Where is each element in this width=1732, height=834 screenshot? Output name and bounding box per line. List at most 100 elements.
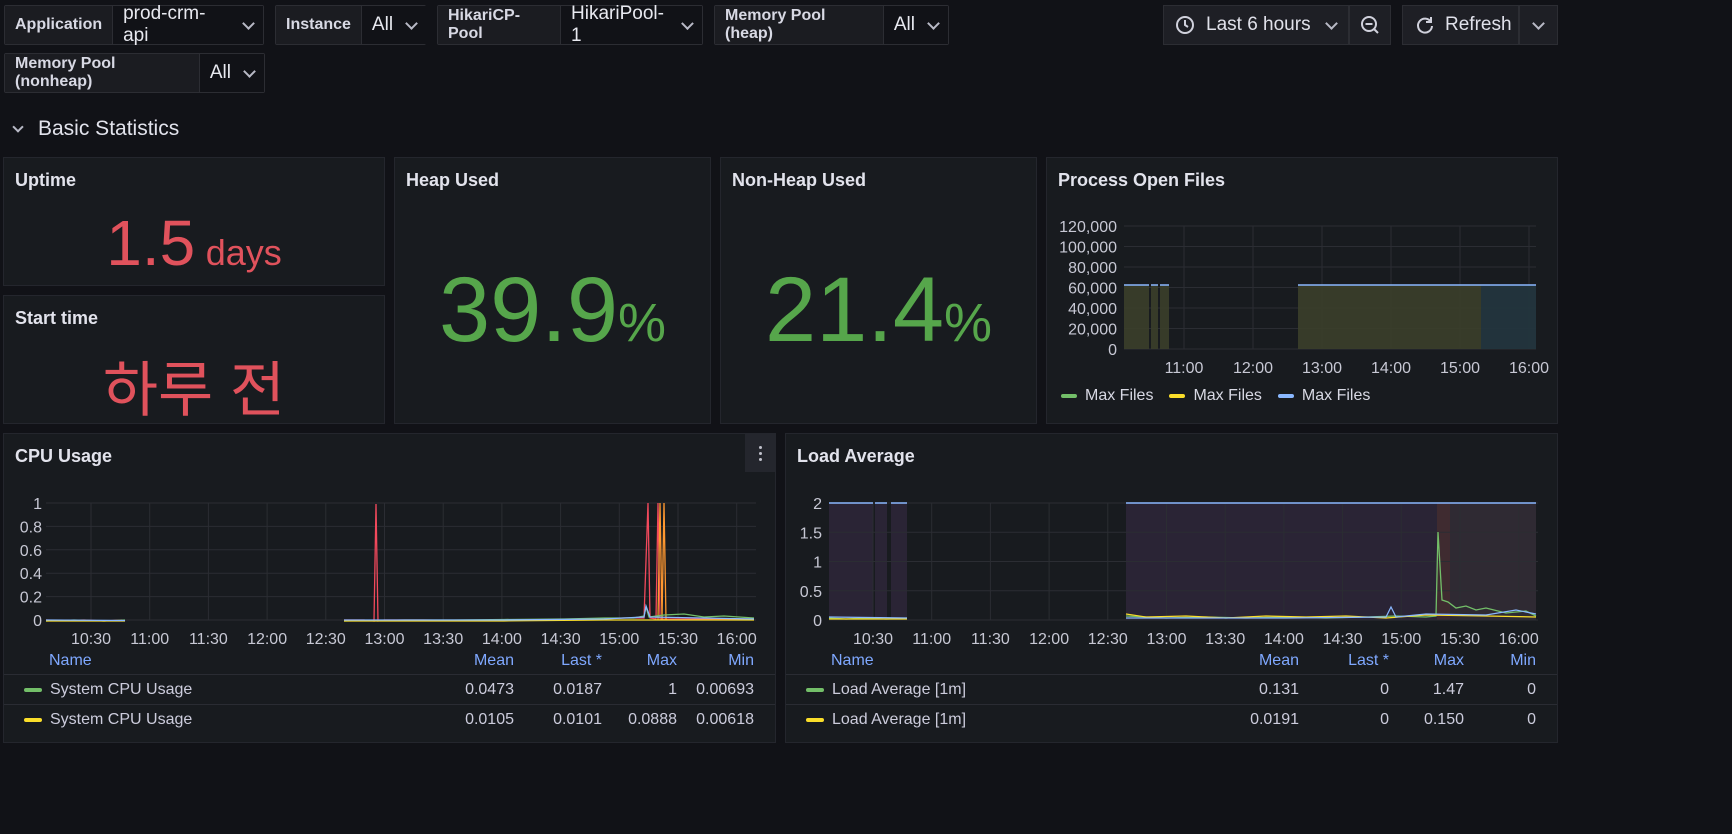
series-swatch: [24, 718, 42, 722]
variable-instance[interactable]: Instance All: [275, 5, 427, 45]
refresh-interval-dropdown[interactable]: [1519, 5, 1558, 45]
panel-title: Uptime: [15, 170, 77, 190]
uptime-value: 1.5 days: [4, 206, 384, 280]
variable-value[interactable]: HikariPool-1: [561, 3, 702, 46]
y-tick-label: 0: [1108, 342, 1117, 359]
y-tick-label: 0.5: [800, 584, 822, 601]
legend-item[interactable]: Max Files: [1277, 387, 1370, 405]
column-header-min[interactable]: Min: [728, 652, 754, 669]
x-tick-label: 12:30: [1088, 631, 1128, 648]
series-area-segment: [1298, 285, 1481, 349]
x-tick-label: 12:00: [1233, 360, 1273, 377]
x-tick-label: 15:30: [1440, 631, 1480, 648]
panel-heap-used[interactable]: Heap Used 39.9%: [394, 157, 711, 424]
x-tick-label: 13:00: [1302, 360, 1342, 377]
legend-swatch: [1061, 394, 1077, 398]
panel-menu-button[interactable]: [745, 434, 775, 472]
x-tick-label: 14:30: [1323, 631, 1363, 648]
column-header-mean[interactable]: Mean: [1258, 652, 1299, 669]
x-tick-label: 13:30: [1205, 631, 1245, 648]
stat-unit: %: [944, 293, 993, 353]
variable-hikaricp-pool[interactable]: HikariCP-Pool HikariPool-1: [437, 3, 703, 46]
y-tick-label: 40,000: [1068, 301, 1117, 318]
table-row[interactable]: System CPU Usage 0.0105 0.0101 0.0888 0.…: [4, 704, 775, 735]
column-header-last[interactable]: Last *: [1348, 652, 1389, 669]
y-tick-label: 100,000: [1059, 240, 1117, 257]
column-header-last[interactable]: Last *: [561, 652, 602, 669]
legend-label: Max Files: [1193, 387, 1262, 404]
column-header-mean[interactable]: Mean: [473, 652, 514, 669]
series-line-cpu-red: [45, 502, 754, 622]
heap-value: 39.9%: [395, 258, 710, 363]
series-last: 0.0187: [553, 681, 602, 698]
series-area-segment: [1124, 285, 1149, 349]
column-header-name[interactable]: Name: [831, 652, 874, 669]
time-range-label: Last 6 hours: [1206, 14, 1311, 35]
y-tick-label: 80,000: [1068, 260, 1117, 277]
stat-number: 21.4: [764, 259, 945, 361]
panel-non-heap-used[interactable]: Non-Heap Used 21.4%: [720, 157, 1037, 424]
column-header-min[interactable]: Min: [1510, 652, 1536, 669]
series-max: 1: [668, 681, 677, 698]
zoom-out-button[interactable]: [1349, 5, 1391, 45]
table-row[interactable]: Load Average [1m] 0.0191 0 0.150 0: [786, 704, 1557, 735]
legend-item[interactable]: Max Files: [1061, 387, 1153, 405]
series-area-segment: [1481, 285, 1536, 349]
panel-process-open-files[interactable]: Process Open Files 120,000 100,000 80,000 6…: [1046, 157, 1558, 424]
stat-number: 1.5: [106, 207, 196, 279]
variable-value[interactable]: All: [199, 54, 264, 92]
chevron-down-icon: [405, 16, 418, 30]
time-range-picker[interactable]: Last 6 hours: [1163, 5, 1349, 45]
column-header-max[interactable]: Max: [646, 652, 677, 669]
variable-application[interactable]: Application prod-crm-api: [4, 3, 264, 46]
x-tick-label: 14:30: [541, 631, 581, 648]
variable-value-text: All: [209, 62, 231, 83]
x-tick-label: 12:30: [306, 631, 346, 648]
chevron-down-icon: [1532, 16, 1545, 30]
variable-memory-pool-heap[interactable]: Memory Pool (heap) All: [714, 5, 949, 45]
column-header-max[interactable]: Max: [1433, 652, 1464, 669]
table-row[interactable]: System CPU Usage 0.0473 0.0187 1 0.00693: [4, 674, 775, 705]
series-line-load-blue: [828, 605, 1537, 619]
y-tick-label: 20,000: [1068, 322, 1117, 339]
x-tick-label: 12:00: [1029, 631, 1069, 648]
series-max: 0.150: [1423, 711, 1464, 728]
series-mean: 0.0105: [465, 711, 514, 728]
legend-item[interactable]: Max Files: [1169, 387, 1262, 405]
variable-value-text: HikariPool-1: [571, 3, 664, 46]
variable-value[interactable]: All: [883, 6, 948, 44]
x-tick-label: 15:00: [599, 631, 639, 648]
panel-cpu-usage[interactable]: CPU Usage 1 0.8 0.6 0.4 0.2 0 10:30 11:00 11:30 1…: [3, 433, 776, 743]
panel-load-average[interactable]: Load Average 2 1.5 1 0.5 0 10:30 11:00 11:30 12:…: [785, 433, 1558, 743]
row-header[interactable]: Basic Statistics: [12, 117, 179, 141]
x-tick-label: 15:00: [1381, 631, 1421, 648]
series-area-segment: [1151, 285, 1158, 349]
chevron-down-icon: [1324, 16, 1338, 30]
x-tick-label: 16:00: [717, 631, 757, 648]
panel-uptime[interactable]: Uptime 1.5 days: [3, 157, 385, 286]
panel-title: Non-Heap Used: [732, 170, 867, 190]
x-tick-label: 10:30: [71, 631, 111, 648]
series-swatch: [24, 688, 42, 692]
series-swatch: [806, 718, 824, 722]
variable-memory-pool-nonheap[interactable]: Memory Pool (nonheap) All: [4, 53, 265, 93]
variable-value[interactable]: prod-crm-api: [113, 3, 263, 46]
series-last: 0: [1380, 711, 1389, 728]
stat-unit: days: [205, 232, 282, 273]
variable-value[interactable]: All: [361, 6, 427, 44]
series-name: System CPU Usage: [50, 711, 193, 728]
variable-value-text: All: [893, 14, 915, 35]
table-row[interactable]: Load Average [1m] 0.131 0 1.47 0: [786, 674, 1557, 705]
y-tick-label: 2: [813, 496, 822, 513]
panel-title: Heap Used: [406, 170, 500, 190]
start-time-value: 하루 전: [102, 357, 286, 424]
y-tick-label: 1: [33, 496, 42, 513]
kebab-dot: [758, 445, 762, 449]
variable-value-text: prod-crm-api: [123, 3, 206, 46]
load-average-chart: 2 1.5 1 0.5 0 10:30 11:00 11:30 12:00 12:30 13:00 1…: [800, 496, 1539, 648]
series-min: 0: [1527, 711, 1536, 728]
column-header-name[interactable]: Name: [49, 652, 92, 669]
non-heap-value: 21.4%: [721, 258, 1036, 363]
refresh-button[interactable]: Refresh: [1402, 5, 1519, 45]
panel-start-time[interactable]: Start time 하루 전: [3, 295, 385, 424]
